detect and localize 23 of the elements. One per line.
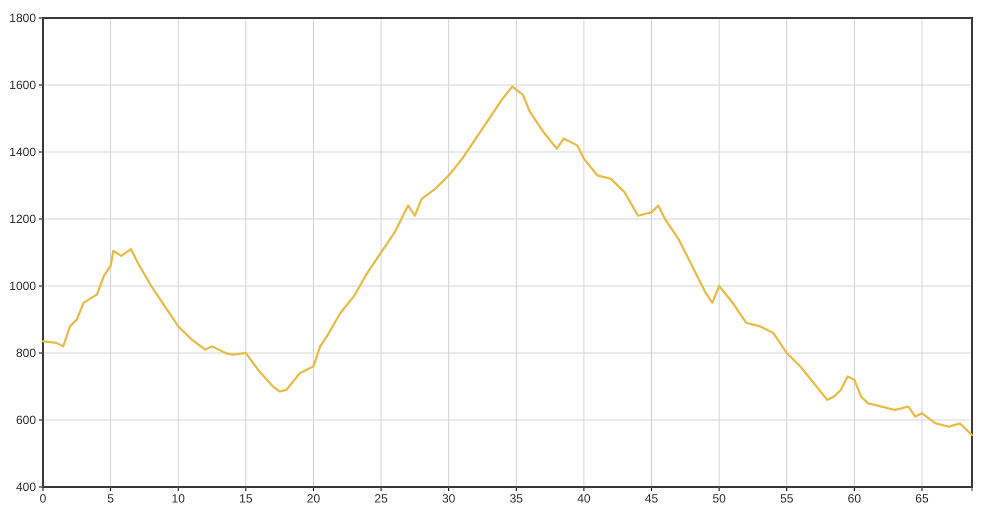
x-tick-label: 50 <box>712 492 726 506</box>
x-tick-label: 10 <box>172 492 186 506</box>
y-tick-label: 1000 <box>9 278 36 293</box>
x-tick-label: 5 <box>107 492 114 506</box>
x-tick-label: 40 <box>577 492 591 506</box>
x-tick-label: 45 <box>644 492 659 506</box>
line-series <box>42 86 974 436</box>
y-tick-label: 1600 <box>9 78 36 92</box>
x-tick-label: 20 <box>306 492 320 506</box>
y-tick-label: 1200 <box>9 212 36 226</box>
y-tick-label: 1800 <box>9 10 36 25</box>
y-tick-label: 400 <box>16 480 36 494</box>
x-tick-label: 55 <box>780 492 794 506</box>
x-tick-label: 60 <box>848 492 862 506</box>
y-tick-label: 1400 <box>9 144 36 159</box>
x-tick-label: 0 <box>40 492 47 506</box>
x-tick-label: 25 <box>374 492 388 506</box>
x-tick-label: 15 <box>239 492 253 506</box>
x-tick-label: 65 <box>915 492 929 506</box>
x-tick-label: 35 <box>510 492 524 506</box>
y-tick-label: 800 <box>16 346 36 360</box>
y-tick-label: 600 <box>16 412 36 427</box>
x-tick-label: 30 <box>442 492 456 506</box>
